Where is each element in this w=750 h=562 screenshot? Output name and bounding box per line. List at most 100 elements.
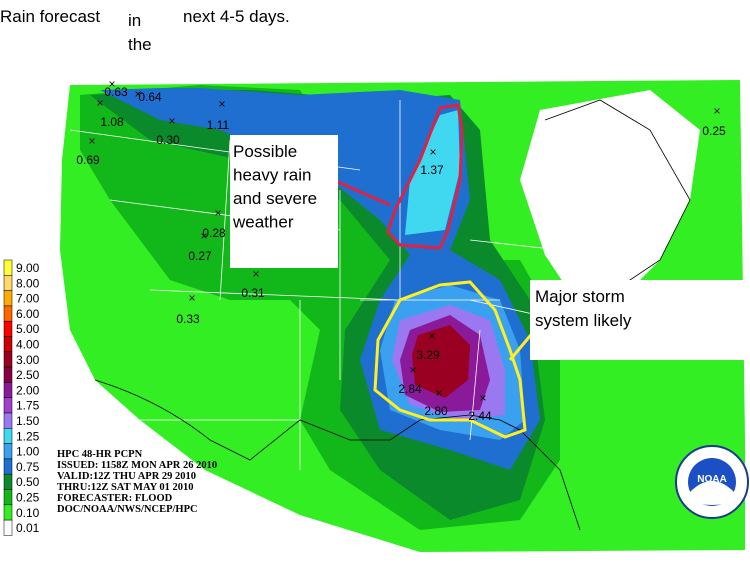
legend-label: 4.00 [16, 338, 40, 352]
point-marker: × [134, 87, 141, 101]
point-marker: × [96, 96, 103, 110]
legend-label: 1.25 [16, 429, 40, 443]
legend-swatch [3, 305, 13, 322]
point-label: 2.84 [398, 382, 422, 396]
annotation-background [230, 135, 338, 268]
legend-swatch [3, 290, 13, 307]
point-label: 0.64 [138, 90, 162, 104]
legend: 9.008.00 7.006.005.00 4.003.002.502.00 1.75… [3, 259, 40, 536]
point-label: 0.30 [156, 133, 180, 147]
legend-swatch [3, 336, 13, 353]
point-label: 0.27 [188, 249, 212, 263]
info-line: HPC 48-HR PCPN [57, 449, 143, 460]
point-marker: × [168, 114, 175, 128]
legend-label: 7.00 [16, 292, 40, 306]
point-marker: × [479, 391, 486, 405]
point-label: 1.11 [207, 118, 230, 132]
point-label: 0.33 [176, 312, 200, 326]
point-marker: × [409, 363, 416, 377]
info-line: THRU:12Z SAT MAY 01 2010 [57, 482, 194, 493]
legend-label: 0.10 [16, 506, 40, 520]
heavy-rain-pointer [337, 180, 391, 207]
logo: NOAA [675, 445, 749, 519]
info-line: ISSUED: 1158Z MON APR 26 2010 [57, 460, 217, 471]
legend-swatch [3, 366, 13, 383]
legend-swatch [3, 458, 13, 475]
heavy-rain-outline [386, 103, 464, 250]
annotation-background [530, 280, 750, 360]
rain-dark-red [412, 325, 470, 398]
point-marker: × [428, 329, 435, 343]
legend-swatch [3, 351, 13, 368]
dry-east [520, 90, 700, 300]
legend-swatch [3, 259, 13, 276]
point-label: 1.08 [100, 115, 124, 129]
legend-label: 3.00 [16, 353, 40, 367]
legend-label: 2.00 [16, 383, 40, 397]
legend-label: 1.75 [16, 399, 40, 413]
legend-label: 6.00 [16, 307, 40, 321]
point-label: 0.28 [202, 226, 226, 240]
point-label: 0.25 [702, 124, 726, 138]
point-marker: × [435, 386, 442, 400]
info-line: VALID:12Z THU APR 29 2010 [57, 471, 196, 482]
legend-label: 9.00 [16, 261, 40, 275]
point-marker: × [200, 229, 207, 243]
legend-swatch [3, 428, 13, 444]
legend-label: 0.01 [16, 521, 40, 535]
logo-wave [690, 481, 734, 505]
legend-swatch [3, 397, 13, 414]
point-marker: × [108, 77, 115, 91]
annotations: Possible heavy rain and severe weather Major… [232, 142, 632, 330]
point-label: 0.63 [104, 85, 128, 99]
info-line: FORECASTER: FLOOD [57, 493, 173, 504]
info-line: DOC/NOAA/NWS/NCEP/HPC [57, 504, 198, 515]
legend-swatch [3, 320, 13, 337]
title-text: the [128, 35, 152, 54]
legend-label: 0.25 [16, 491, 40, 505]
point-marker: × [218, 97, 225, 111]
legend-swatch [3, 275, 13, 291]
point-label: 1.37 [420, 163, 444, 177]
legend-swatch [3, 443, 13, 460]
annotation-line: system likely [535, 311, 632, 330]
point-labels: ×0.63 ×0.64×1.08 ×0.30×1.11×0.69×1.37×0.25… [76, 77, 726, 423]
legend-label: 1.50 [16, 414, 40, 428]
annotation-line: Major storm [535, 287, 625, 306]
legend-swatch [3, 489, 13, 506]
legend-label: 5.00 [16, 322, 40, 336]
legend-swatch [3, 519, 13, 536]
title-text: Rain forecast [0, 7, 100, 26]
logo-text: NOAA [697, 474, 726, 485]
point-marker: × [713, 104, 720, 118]
point-marker: × [252, 267, 259, 281]
point-marker: × [88, 134, 95, 148]
title: Rain forecast in the next 4-5 days. [0, 7, 290, 54]
rain-north-cyan [405, 110, 460, 235]
annotation-line: weather [232, 213, 294, 232]
title-text: next 4-5 days. [183, 7, 290, 26]
point-label: 3.29 [416, 348, 440, 362]
point-label: 2.80 [424, 404, 448, 418]
legend-swatch [3, 473, 13, 490]
annotation-line: heavy rain [233, 166, 311, 185]
storm-outline [373, 280, 527, 439]
annotation-line: Possible [233, 142, 297, 161]
title-text: in [128, 11, 141, 30]
point-label: 0.69 [76, 153, 100, 167]
legend-label: 0.75 [16, 460, 40, 474]
annotation-box [230, 135, 750, 360]
point-marker: × [188, 291, 195, 305]
legend-swatch [3, 412, 13, 429]
legend-label: 0.50 [16, 475, 40, 489]
annotation-line: and severe [233, 189, 317, 208]
point-marker: × [429, 145, 436, 159]
legend-label: 8.00 [16, 276, 40, 290]
legend-label: 2.50 [16, 368, 40, 382]
legend-label: 1.00 [16, 445, 40, 459]
legend-swatch [3, 382, 13, 398]
point-marker: × [214, 206, 221, 220]
legend-swatch [3, 504, 13, 521]
